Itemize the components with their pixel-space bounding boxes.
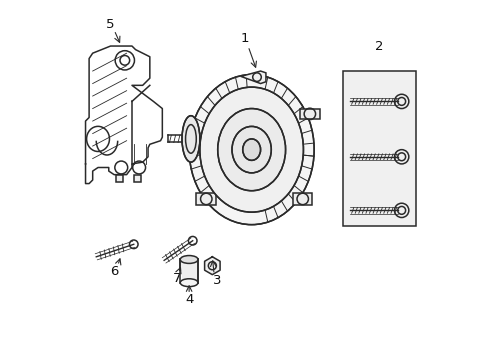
Bar (342, 71, 415, 226)
Bar (196, 193, 216, 205)
Text: 4: 4 (184, 293, 193, 306)
Bar (299, 109, 319, 119)
Bar (292, 193, 312, 205)
Ellipse shape (200, 87, 303, 212)
Text: 2: 2 (374, 40, 383, 53)
Ellipse shape (231, 126, 271, 173)
Ellipse shape (242, 139, 260, 160)
Ellipse shape (217, 109, 285, 191)
Text: 3: 3 (213, 274, 222, 287)
Ellipse shape (180, 256, 198, 264)
Polygon shape (241, 71, 265, 84)
Text: 6: 6 (110, 265, 118, 278)
Ellipse shape (189, 75, 313, 225)
Ellipse shape (182, 116, 200, 162)
Text: 5: 5 (106, 18, 115, 31)
Bar (180, 260, 198, 283)
Polygon shape (116, 175, 123, 182)
Text: 1: 1 (240, 32, 248, 45)
Text: 7: 7 (172, 272, 181, 285)
Polygon shape (204, 257, 220, 275)
Polygon shape (134, 175, 141, 182)
Ellipse shape (180, 279, 198, 287)
